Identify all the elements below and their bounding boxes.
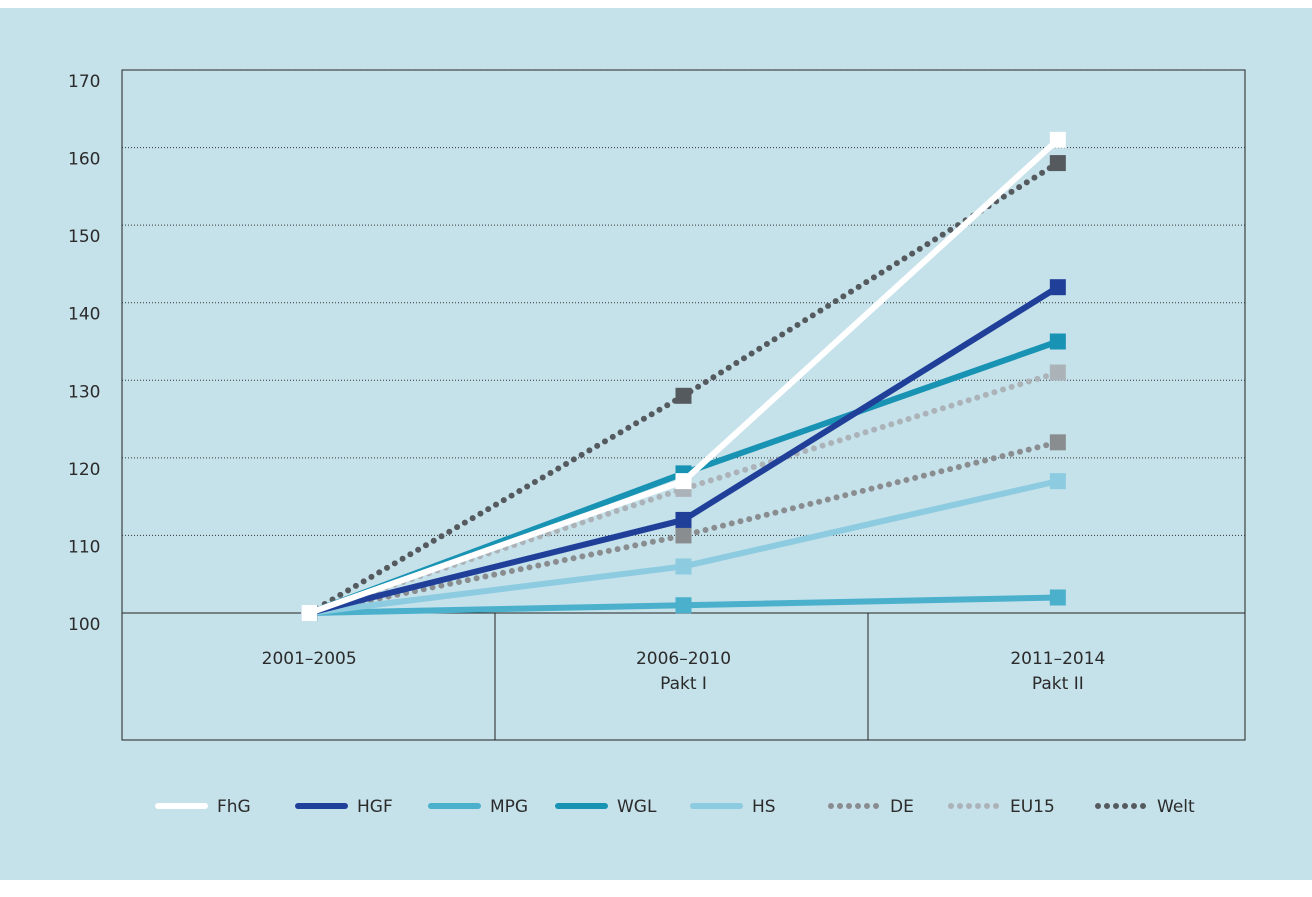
x-tick-label: 2011–2014 xyxy=(1010,649,1105,669)
legend-label: HGF xyxy=(357,797,393,817)
legend-label: MPG xyxy=(490,797,528,817)
point-marker xyxy=(1049,333,1066,350)
point-marker xyxy=(675,387,692,404)
y-tick-label: 120 xyxy=(68,460,100,480)
point-marker xyxy=(675,511,692,528)
point-marker xyxy=(675,527,692,544)
y-tick-label: 130 xyxy=(68,382,100,402)
legend-label: EU15 xyxy=(1010,797,1055,817)
point-marker xyxy=(1049,473,1066,490)
x-tick-label: Pakt I xyxy=(660,674,707,694)
y-tick-label: 160 xyxy=(68,150,100,170)
legend-label: Welt xyxy=(1157,797,1195,817)
point-marker xyxy=(1049,434,1066,451)
y-tick-label: 100 xyxy=(68,615,100,635)
panel xyxy=(0,8,1312,880)
point-marker xyxy=(1049,155,1066,172)
x-tick-label: 2006–2010 xyxy=(636,649,731,669)
y-tick-label: 110 xyxy=(68,537,100,557)
point-marker xyxy=(675,558,692,575)
point-marker xyxy=(301,605,318,621)
y-tick-label: 150 xyxy=(68,227,100,247)
legend-label: DE xyxy=(890,797,914,817)
y-tick-label: 140 xyxy=(68,305,100,325)
legend-label: HS xyxy=(752,797,776,817)
legend-label: WGL xyxy=(617,797,657,817)
x-tick-label: Pakt II xyxy=(1032,674,1084,694)
point-marker xyxy=(1049,131,1066,148)
y-tick-label: 170 xyxy=(68,72,100,92)
point-marker xyxy=(1049,364,1066,381)
x-tick-label: 2001–2005 xyxy=(262,649,357,669)
legend-label: FhG xyxy=(217,797,251,817)
point-marker xyxy=(1049,279,1066,296)
point-marker xyxy=(675,473,692,490)
point-marker xyxy=(1049,589,1066,606)
series-line xyxy=(306,439,1061,616)
point-marker xyxy=(675,597,692,614)
